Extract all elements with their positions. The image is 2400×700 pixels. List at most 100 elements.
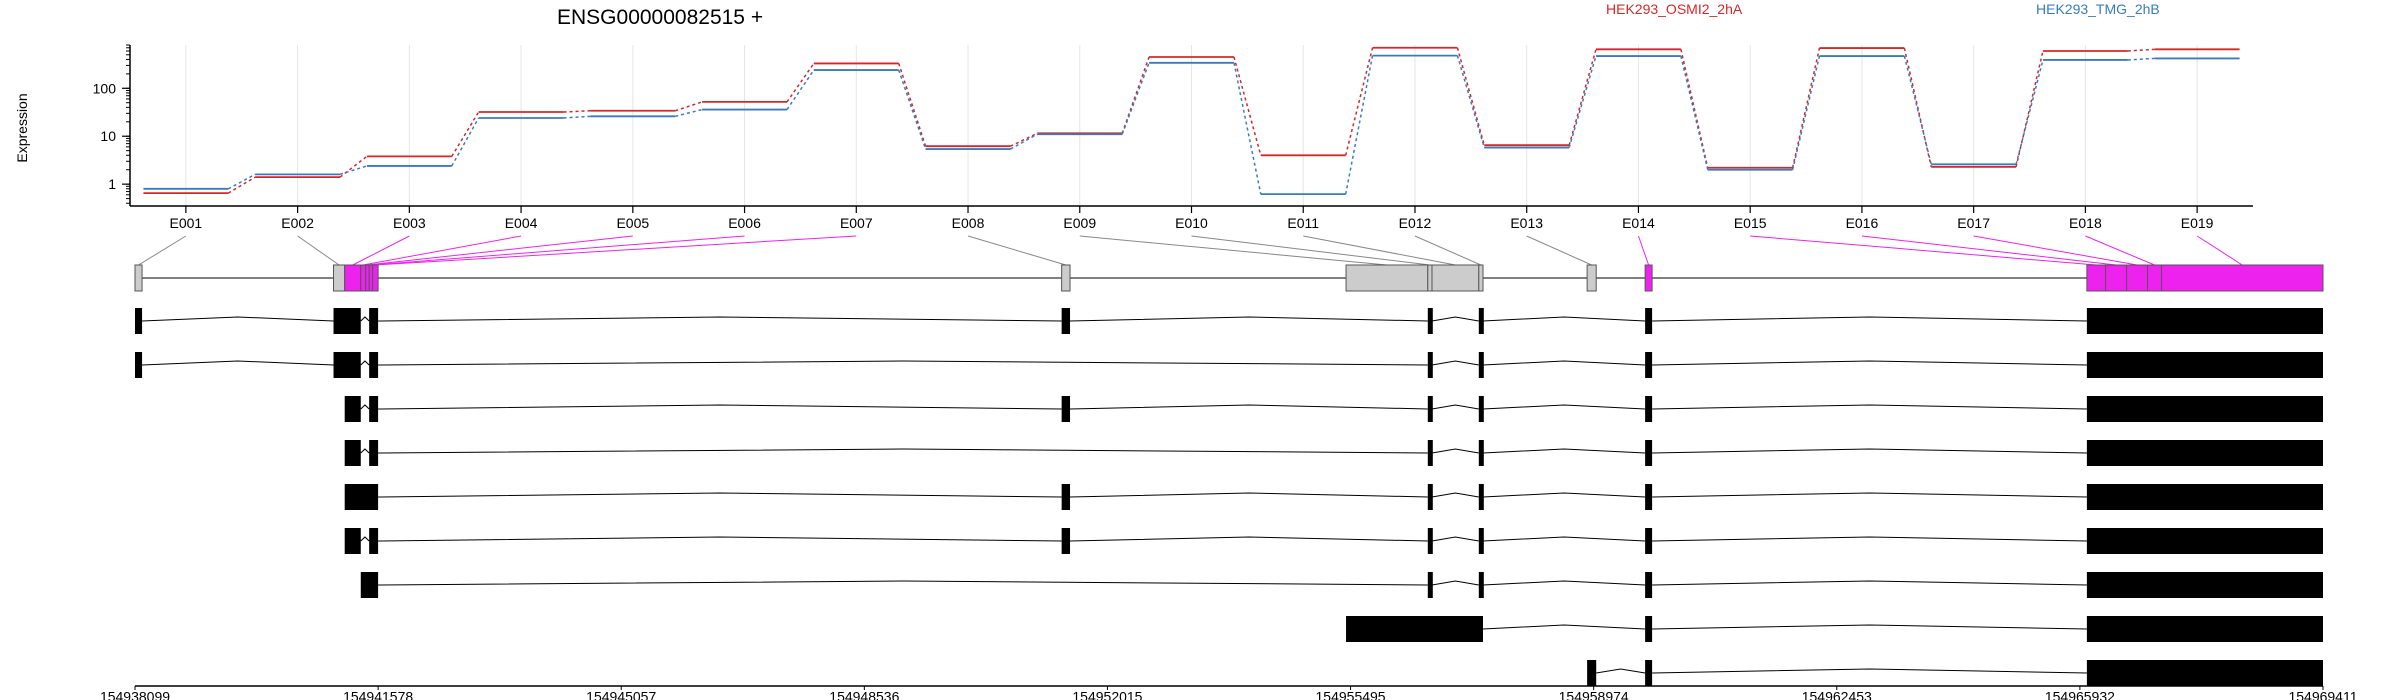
connector-E015: [1750, 235, 2097, 266]
transcript-7-intron: [1431, 580, 1479, 586]
exon-E016: [2105, 264, 2128, 292]
transcript-5-intron: [1652, 492, 2087, 498]
exon-E011: [1431, 264, 1480, 292]
transcript-5-intron: [1482, 492, 1646, 498]
plot-gridlines: [185, 45, 2198, 206]
transcript-7-intron: [378, 580, 1428, 586]
transcript-8-exon: [2086, 616, 2323, 642]
exon-E009: [1345, 264, 1429, 292]
transcript-5-exon: [344, 484, 379, 510]
series-2-connector: [1456, 55, 1485, 148]
transcript-4-intron: [1652, 448, 2087, 454]
connector-E006: [370, 235, 745, 266]
series-2-connector: [898, 69, 927, 150]
x-tick-label: E010: [1175, 215, 1208, 231]
legend-label-series-1: HEK293_OSMI2_2hA: [1606, 1, 1743, 17]
transcript-1-intron: [142, 316, 334, 322]
transcript-9-exon: [1645, 660, 1653, 686]
x-tick-label: E019: [2181, 215, 2214, 231]
transcript-7-intron: [1652, 580, 2087, 586]
transcript-1-intron: [1652, 316, 2087, 322]
exon-E007: [372, 264, 379, 292]
transcript-5-exon: [1427, 484, 1433, 510]
transcript-1-exon: [135, 308, 143, 334]
transcript-5-intron: [1431, 492, 1479, 498]
transcript-2-intron: [360, 360, 370, 366]
series-1-connector: [1568, 49, 1597, 146]
transcript-2-intron: [1652, 360, 2087, 366]
x-tick-label: E007: [840, 215, 873, 231]
exon-E002: [333, 264, 346, 292]
transcript-6-exon: [369, 528, 379, 554]
transcript-9-intron: [1596, 668, 1646, 674]
connector-E003: [352, 235, 410, 266]
series-1-connector: [1344, 47, 1374, 156]
transcript-4-exon: [1478, 440, 1484, 466]
transcript-4-intron: [378, 448, 1428, 454]
transcript-1-intron: [1431, 316, 1479, 322]
transcript-3-exon: [1645, 396, 1653, 422]
transcript-2-exon: [2086, 352, 2323, 378]
exon-E019: [2161, 264, 2324, 292]
exon-E004: [360, 264, 367, 292]
transcript-4-exon: [1427, 440, 1433, 466]
connector-E007: [375, 235, 857, 266]
transcript-1-intron: [1482, 316, 1646, 322]
x-tick-label: E002: [281, 215, 314, 231]
series-2-connector: [1344, 55, 1374, 195]
connector-E017: [1973, 235, 2138, 266]
x-tick-label: E014: [1622, 215, 1655, 231]
x-tick-label: E005: [616, 215, 649, 231]
connector-E004: [363, 235, 522, 266]
x-tick-label: E013: [1510, 215, 1543, 231]
transcript-9-exon: [2086, 660, 2323, 686]
series-1-connector: [1903, 47, 1932, 167]
connector-E008: [967, 235, 1066, 266]
transcript-6-exon: [2086, 528, 2323, 554]
connector-E016: [1861, 235, 2117, 266]
connector-E013: [1526, 235, 1592, 266]
exon-E015: [2086, 264, 2107, 292]
exon-E012: [1478, 264, 1484, 292]
transcript-2-exon: [1478, 352, 1484, 378]
transcript-6-intron: [1652, 536, 2087, 542]
transcript-1-exon: [2086, 308, 2323, 334]
x-tick-label: E017: [1957, 215, 1990, 231]
series-2-connector: [675, 108, 703, 118]
connector-E012: [1414, 235, 1482, 266]
series-1-connector: [786, 63, 815, 103]
chart-title: ENSG00000082515 +: [557, 6, 763, 29]
transcript-2-intron: [142, 360, 334, 366]
transcript-8-intron: [1652, 624, 2087, 630]
transcript-7-exon: [2086, 572, 2323, 598]
transcript-3-intron: [1482, 404, 1646, 410]
legend-label-series-2: HEK293_TMG_2hB: [2036, 1, 2160, 17]
transcript-5-exon: [1645, 484, 1653, 510]
series-1-connector: [2015, 50, 2044, 167]
series-1-connector: [675, 101, 703, 112]
exon-E008: [1061, 264, 1071, 292]
transcript-3-exon: [369, 396, 379, 422]
transcript-2-intron: [1431, 360, 1479, 366]
transcript-3-intron: [360, 404, 370, 410]
genome-tick-label: 154958974: [1559, 689, 1629, 700]
connector-E002: [297, 235, 340, 266]
connector-E009: [1079, 235, 1387, 266]
transcript-3-intron: [1652, 404, 2087, 410]
transcript-5-intron: [1070, 492, 1428, 498]
transcript-3-intron: [1431, 404, 1479, 410]
series-1-connector: [451, 111, 480, 157]
transcript-1-intron: [378, 316, 1062, 322]
genome-tick-label: 154962453: [1802, 689, 1872, 700]
series-2-connector: [1680, 55, 1709, 170]
genome-tick-label: 154955495: [1316, 689, 1386, 700]
genome-tick-label: 154938099: [100, 689, 170, 700]
exon-E006: [368, 264, 374, 292]
transcript-1-exon: [1478, 308, 1484, 334]
transcript-7-exon: [360, 572, 379, 598]
genome-tick-label: 154941578: [343, 689, 413, 700]
transcript-3-exon: [1478, 396, 1484, 422]
series-1-connector: [898, 63, 927, 147]
y-tick-label: 100: [93, 80, 117, 96]
transcript-6-exon: [1645, 528, 1653, 554]
